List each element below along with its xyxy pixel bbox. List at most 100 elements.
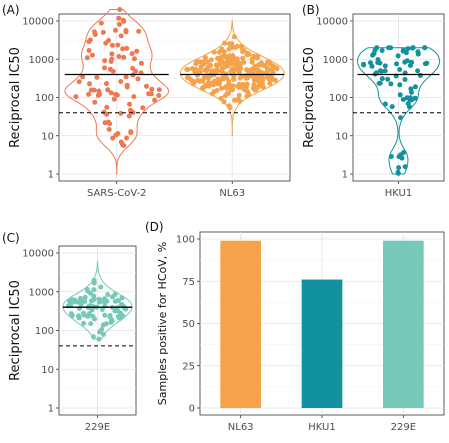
- data-point: [361, 61, 366, 67]
- data-point: [404, 58, 410, 64]
- data-point: [104, 104, 110, 110]
- data-point: [382, 63, 388, 69]
- data-point: [107, 66, 113, 72]
- data-point: [232, 34, 237, 40]
- panel-d: 0 25 50 75 100 NL63 HKU1 229E Samples positive f…: [145, 220, 445, 433]
- data-point: [128, 129, 134, 135]
- data-point: [81, 320, 87, 326]
- data-point: [211, 49, 217, 55]
- data-point: [94, 74, 100, 80]
- panel-b: 1 10 100 1000 10000 HKU1 Reciprocal IC50 (B): [302, 3, 445, 199]
- data-point: [92, 99, 98, 105]
- data-point: [379, 76, 385, 82]
- data-point: [138, 60, 144, 66]
- data-point: [196, 68, 202, 74]
- data-point: [208, 57, 214, 63]
- y-tick-label: 1: [342, 170, 348, 181]
- data-point: [123, 74, 129, 80]
- data-point: [225, 91, 231, 97]
- y-tick-label: 10: [41, 131, 54, 142]
- y-tick-label: 1: [48, 404, 54, 415]
- data-point: [103, 40, 109, 46]
- data-point: [394, 61, 399, 67]
- data-point: [115, 308, 121, 314]
- y-tick-label: 50: [182, 319, 195, 330]
- data-point: [417, 73, 423, 78]
- data-point: [236, 92, 242, 98]
- x-tick-label: HKU1: [308, 422, 336, 433]
- data-point: [395, 170, 401, 176]
- data-point: [395, 53, 401, 59]
- data-point: [91, 287, 97, 293]
- data-point: [156, 93, 162, 98]
- data-point: [407, 104, 412, 110]
- data-point: [91, 293, 97, 299]
- data-point: [221, 99, 227, 105]
- data-point: [67, 298, 72, 304]
- data-point: [118, 302, 124, 308]
- data-point: [120, 17, 126, 23]
- data-point: [227, 83, 233, 89]
- y-axis-title: Reciprocal IC50: [8, 47, 23, 148]
- panel-label: (D): [145, 220, 164, 234]
- data-point: [86, 91, 92, 97]
- y-tick-label: 1: [48, 170, 54, 181]
- data-point: [231, 76, 236, 82]
- data-point: [99, 307, 105, 312]
- data-point: [415, 68, 421, 74]
- y-tick-label: 1000: [323, 55, 348, 66]
- data-point: [184, 75, 190, 81]
- data-point: [109, 56, 115, 62]
- data-point: [229, 61, 235, 67]
- data-point: [200, 86, 206, 92]
- data-point: [211, 82, 217, 88]
- data-point: [68, 311, 74, 317]
- data-point: [251, 82, 257, 88]
- y-axis-title: Reciprocal IC50: [8, 280, 23, 381]
- data-point: [101, 322, 106, 328]
- y-tick-label: 10000: [316, 17, 348, 28]
- data-point: [269, 66, 275, 72]
- data-point: [86, 48, 92, 53]
- data-point: [108, 90, 114, 96]
- data-point: [197, 78, 202, 84]
- data-point: [400, 97, 406, 102]
- data-point: [256, 83, 262, 89]
- data-point: [243, 83, 249, 88]
- data-point: [131, 56, 137, 62]
- violin-229e: [62, 261, 133, 340]
- data-point: [232, 56, 238, 62]
- data-point: [115, 298, 121, 304]
- data-point: [123, 306, 129, 312]
- data-point: [245, 89, 251, 95]
- data-point: [398, 152, 404, 158]
- data-point: [126, 113, 132, 119]
- data-point: [201, 61, 207, 67]
- data-point: [134, 48, 140, 54]
- data-point: [245, 50, 251, 56]
- data-point: [378, 68, 383, 74]
- data-point: [372, 47, 378, 53]
- data-point: [239, 74, 245, 79]
- data-point: [235, 43, 240, 49]
- y-axis-title: Reciprocal IC50: [302, 47, 317, 148]
- data-point: [127, 101, 132, 107]
- data-point: [388, 81, 394, 87]
- points-hku1: [361, 45, 430, 176]
- bar-229e: [383, 240, 424, 408]
- data-point: [240, 55, 246, 61]
- data-point: [215, 63, 221, 69]
- data-point: [149, 86, 155, 92]
- y-tick-label: 10000: [22, 249, 54, 260]
- data-point: [136, 28, 142, 34]
- data-point: [376, 80, 382, 86]
- data-point: [185, 67, 191, 72]
- data-point: [152, 97, 158, 103]
- y-tick-label: 10: [41, 365, 54, 376]
- data-point: [102, 312, 108, 318]
- data-point: [422, 45, 428, 51]
- data-point: [92, 316, 97, 322]
- data-point: [203, 83, 209, 88]
- panel-label: (A): [2, 3, 20, 17]
- data-point: [375, 57, 381, 62]
